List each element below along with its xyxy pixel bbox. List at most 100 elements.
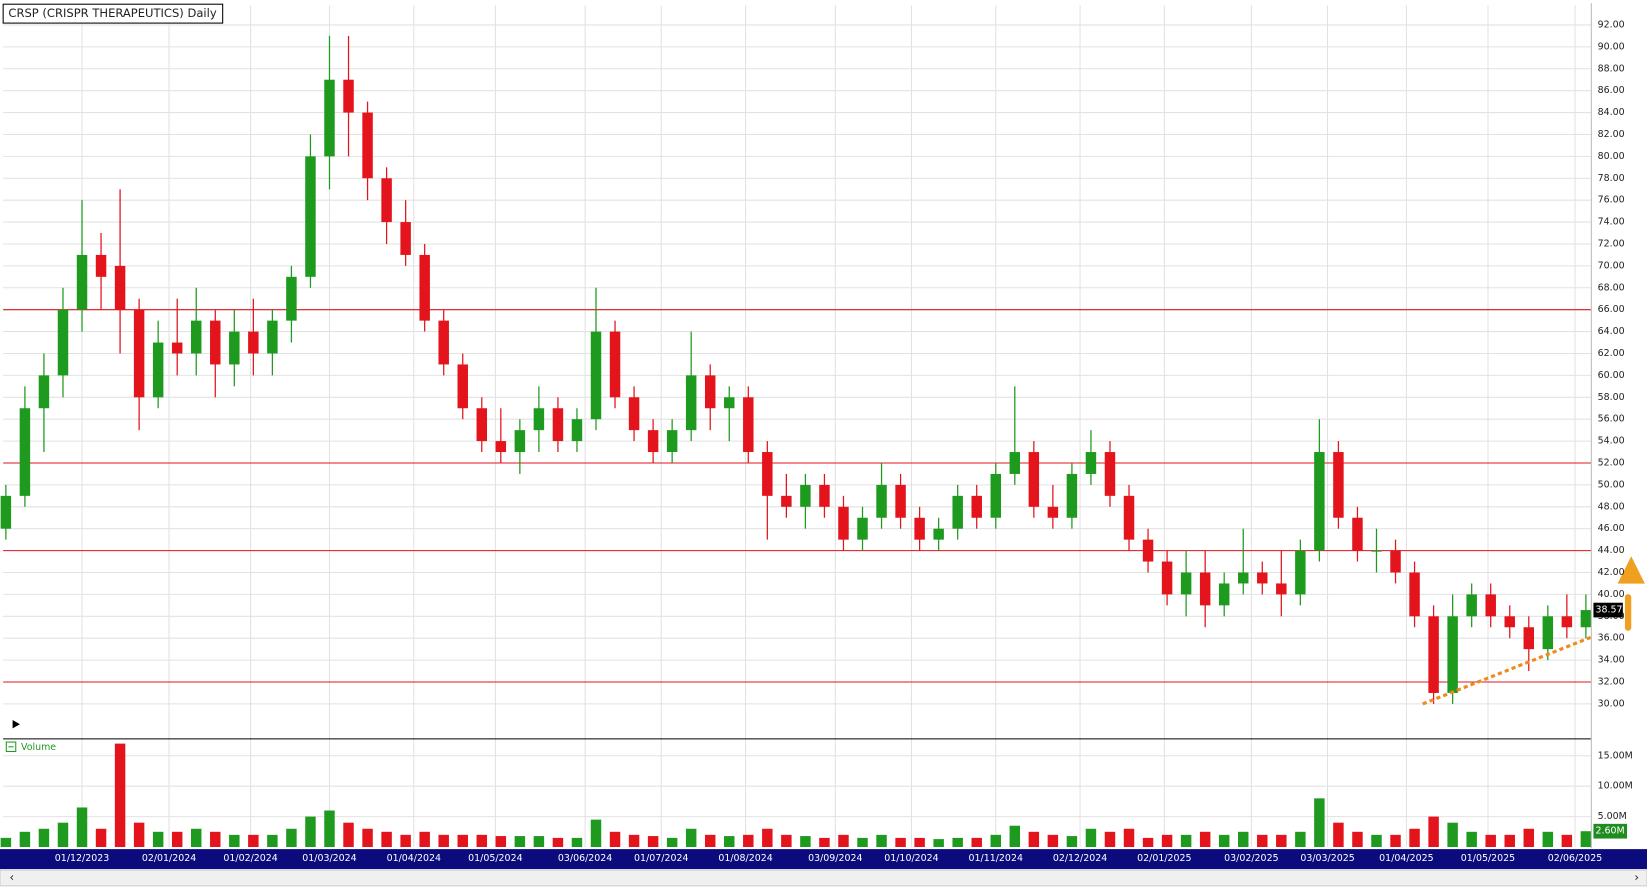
x-tick-label: 01/08/2024 xyxy=(718,853,772,864)
candle-body xyxy=(229,331,240,365)
y-tick-label: 88.00 xyxy=(1598,63,1625,74)
volume-bar xyxy=(609,831,621,848)
candle-body xyxy=(324,79,335,157)
candle-body xyxy=(647,430,659,453)
scrollbar[interactable] xyxy=(0,869,1647,887)
candle-body xyxy=(1580,610,1592,628)
x-tick-label: 01/02/2024 xyxy=(223,853,277,864)
volume-bar xyxy=(1523,828,1535,848)
candle-body xyxy=(171,342,183,354)
volume-bar xyxy=(552,837,564,848)
volume-bar xyxy=(248,834,259,848)
volume-bar xyxy=(476,834,488,848)
volume-bar xyxy=(1390,834,1401,848)
volume-bar xyxy=(1580,831,1592,848)
volume-bar xyxy=(1352,831,1363,848)
volume-bar xyxy=(1504,834,1515,848)
candle-body xyxy=(743,397,754,453)
volume-bar xyxy=(914,837,925,848)
candle-body xyxy=(1085,452,1097,474)
volume-bar xyxy=(495,836,507,848)
x-tick-label: 03/06/2024 xyxy=(558,853,612,864)
candle-body xyxy=(133,309,145,398)
volume-bar xyxy=(267,834,278,848)
scroll-right[interactable]: › xyxy=(1634,870,1639,884)
arrow-bar xyxy=(1624,594,1632,631)
volume-bar xyxy=(305,816,316,848)
y-tick-label: 92.00 xyxy=(1598,19,1625,30)
candle-body xyxy=(1218,583,1230,606)
volume-bar xyxy=(1161,834,1173,848)
volume-bar xyxy=(0,837,12,848)
x-tick-label: 01/04/2024 xyxy=(387,853,441,864)
volume-bar xyxy=(152,831,164,848)
candle-body xyxy=(590,331,602,420)
candle-body xyxy=(609,331,621,398)
volume-bar xyxy=(571,837,583,848)
candle-body xyxy=(533,408,545,431)
volume-bar xyxy=(400,834,411,848)
last-volume-box xyxy=(1593,823,1628,839)
candle-body xyxy=(819,484,830,507)
grid xyxy=(3,5,1592,848)
volume-bar xyxy=(457,834,468,848)
y-tick-label: 44.00 xyxy=(1598,545,1625,556)
candle-body xyxy=(800,484,811,507)
date-bar xyxy=(0,849,1647,870)
candle-body xyxy=(95,254,107,277)
volume-bar xyxy=(1314,798,1325,848)
volume-bar xyxy=(800,836,811,848)
candle-body xyxy=(1123,495,1135,540)
x-tick-label: 01/07/2024 xyxy=(634,853,688,864)
volume-bar xyxy=(1123,828,1135,848)
y-tick-label: 32.00 xyxy=(1598,677,1625,688)
volume-bar xyxy=(114,743,126,848)
candle-body xyxy=(114,265,126,310)
volume-bar xyxy=(1066,836,1078,848)
y-tick-label: 60.00 xyxy=(1598,370,1625,381)
volume-bar xyxy=(1371,834,1382,848)
volume-bar xyxy=(438,834,449,848)
candle-body xyxy=(1409,572,1420,617)
volume-bar xyxy=(1276,834,1287,848)
candle-body xyxy=(971,495,982,518)
candle-body xyxy=(952,495,963,529)
volume-bar xyxy=(1428,816,1439,848)
y-tick-label: 34.00 xyxy=(1598,655,1625,666)
y-tick-label: 70.00 xyxy=(1598,260,1625,271)
y-tick-label: 62.00 xyxy=(1598,348,1625,359)
volume-tick-label: 15.00M xyxy=(1598,750,1633,761)
candle-body xyxy=(1009,452,1021,474)
x-tick-label: 01/11/2024 xyxy=(969,853,1023,864)
y-tick-label: 46.00 xyxy=(1598,523,1625,534)
y-tick-label: 76.00 xyxy=(1598,195,1625,206)
candle-body xyxy=(495,441,507,453)
volume-bar xyxy=(1447,822,1458,848)
volume-bar xyxy=(1257,834,1268,848)
volume-bar xyxy=(1295,831,1306,848)
volume-label: Volume xyxy=(21,742,56,753)
scroll-left[interactable]: ‹ xyxy=(9,870,14,884)
volume-bar xyxy=(1466,831,1477,848)
trend-line xyxy=(1422,635,1592,706)
volume-bar xyxy=(381,831,392,848)
volume-bar xyxy=(628,834,640,848)
volume-bar xyxy=(1047,834,1059,848)
volume-bar xyxy=(1009,825,1021,848)
candle-body xyxy=(1485,594,1496,617)
volume-bar xyxy=(876,834,887,848)
volume-bar xyxy=(1218,834,1230,848)
volume-bar xyxy=(76,807,88,848)
candle-body xyxy=(990,473,1001,518)
candle-body xyxy=(1371,550,1382,552)
volume-bar xyxy=(1542,831,1554,848)
last-price-label: 38.57 xyxy=(1596,605,1623,616)
x-tick-label: 02/01/2024 xyxy=(142,853,196,864)
volume-bar xyxy=(19,831,31,848)
candle-body xyxy=(1504,616,1515,628)
play-icon[interactable] xyxy=(12,720,20,729)
x-tick-label: 01/05/2024 xyxy=(468,853,522,864)
volume-bar xyxy=(533,836,545,848)
y-tick-label: 50.00 xyxy=(1598,479,1625,490)
